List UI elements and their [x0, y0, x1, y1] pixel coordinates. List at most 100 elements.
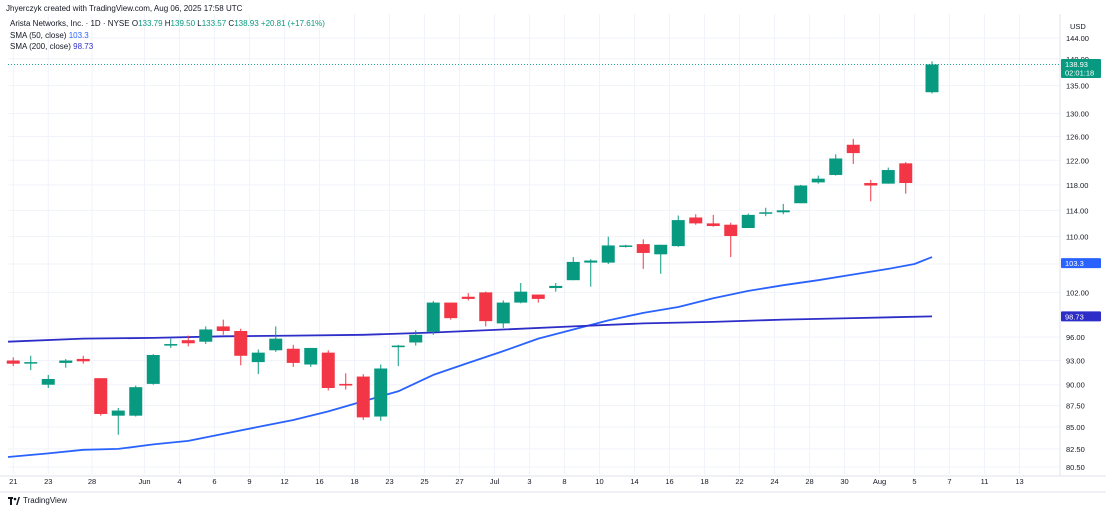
candle: [881, 167, 895, 184]
y-tick-label: 82.50: [1066, 445, 1085, 454]
candle-body: [76, 358, 90, 362]
y-tick-label: 80.50: [1066, 463, 1085, 472]
candle-body: [531, 294, 545, 299]
candle: [514, 283, 528, 304]
candle-body: [111, 410, 125, 416]
sma200-label: SMA (200, close): [10, 42, 71, 51]
ohlc-low: L133.57: [197, 19, 227, 28]
x-tick-label: 4: [177, 477, 181, 486]
symbol-legend: Arista Networks, Inc. · 1D · NYSE O133.7…: [10, 19, 325, 29]
candle: [41, 374, 55, 388]
candle-body: [199, 329, 213, 342]
x-tick-label: 30: [840, 477, 848, 486]
sma50-legend[interactable]: SMA (50, close) 103.3: [10, 31, 89, 41]
candle-body: [619, 245, 633, 247]
x-tick-label: 6: [212, 477, 216, 486]
y-tick-label: 102.00: [1066, 288, 1089, 297]
candle: [776, 203, 790, 215]
candle: [531, 294, 545, 303]
candle: [234, 328, 248, 366]
candle: [216, 319, 230, 335]
candle: [706, 214, 720, 227]
sma50-tag-text: 103.3: [1065, 259, 1084, 268]
candle-body: [24, 362, 38, 364]
x-tick-label: 28: [805, 477, 813, 486]
candle-body: [269, 338, 283, 351]
candle-body: [129, 387, 143, 416]
x-tick-label: 8: [562, 477, 566, 486]
candle-body: [496, 302, 510, 324]
candle: [356, 374, 370, 420]
created-by-text: Jhyerczyk created with TradingView.com, …: [6, 4, 243, 13]
x-tick-label: 21: [9, 477, 17, 486]
y-tick-label: 85.00: [1066, 423, 1085, 432]
last-price-tag-bg: [1061, 58, 1101, 78]
candle: [339, 373, 353, 390]
candle-body: [671, 220, 685, 247]
x-tick-label: 16: [315, 477, 323, 486]
candle-body: [461, 296, 475, 299]
candle-body: [94, 378, 108, 414]
sma200-legend[interactable]: SMA (200, close) 98.73: [10, 42, 93, 52]
candle-body: [356, 376, 370, 418]
y-tick-label: 96.00: [1066, 333, 1085, 342]
x-tick-label: 10: [595, 477, 603, 486]
candle-body: [444, 302, 458, 319]
candle-body: [304, 347, 318, 365]
x-tick-label: 23: [385, 477, 393, 486]
x-tick-label: 9: [247, 477, 251, 486]
x-tick-label: 7: [947, 477, 951, 486]
candle: [829, 154, 843, 176]
candle: [164, 338, 178, 348]
candle: [461, 293, 475, 301]
ohlc-close: C138.93: [228, 19, 259, 28]
candle: [724, 222, 738, 258]
candle: [811, 175, 825, 184]
candle-body: [636, 244, 650, 253]
sma50-line: [7, 256, 933, 458]
y-tick-label: 118.00: [1066, 181, 1088, 190]
candle: [251, 349, 265, 375]
sma50-tag-bg: [1061, 258, 1101, 269]
x-tick-label: 27: [455, 477, 463, 486]
candle: [899, 162, 913, 194]
x-tick-label: 18: [700, 477, 708, 486]
candle-body: [479, 292, 493, 322]
grid: [8, 14, 1060, 474]
y-tick-label: 87.50: [1066, 401, 1085, 410]
candle-body: [689, 217, 703, 224]
x-tick-label: Jul: [490, 477, 500, 486]
candle-body: [794, 185, 808, 204]
sma200-tag: 98.73: [1061, 311, 1101, 322]
x-tick-label: 14: [630, 477, 638, 486]
last-price-tag-text: 138.93: [1065, 60, 1088, 69]
x-tick-label: 28: [88, 477, 96, 486]
candle: [864, 179, 878, 202]
candle: [741, 213, 755, 229]
last-price-tag-text: 02:01:18: [1065, 68, 1094, 77]
candle: [111, 408, 125, 435]
candle-body: [146, 354, 160, 384]
candle: [129, 385, 143, 417]
candle: [496, 300, 510, 328]
tradingview-logo[interactable]: TradingView: [8, 496, 67, 505]
candle-body: [514, 291, 528, 303]
candles: [6, 61, 939, 435]
y-tick-label: 90.00: [1066, 381, 1085, 390]
candle-body: [846, 144, 860, 154]
candle-body: [584, 260, 598, 263]
candle: [601, 236, 615, 265]
ohlc-open: O133.79: [131, 19, 163, 28]
sma200-value: 98.73: [73, 42, 94, 51]
candle-body: [899, 163, 913, 184]
sma50-label: SMA (50, close): [10, 31, 67, 40]
candle: [286, 344, 300, 367]
candle: [304, 347, 318, 367]
y-tick-label: 114.00: [1066, 206, 1088, 215]
candle-body: [59, 360, 73, 363]
candle-body: [654, 244, 668, 255]
candle: [636, 239, 650, 269]
sma50-value: 103.3: [68, 31, 89, 40]
